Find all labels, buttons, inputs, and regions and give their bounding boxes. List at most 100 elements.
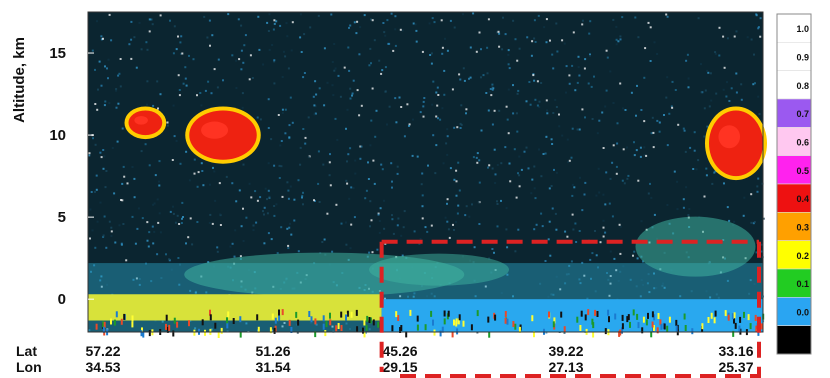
noise-speck: [177, 74, 180, 77]
noise-speck: [89, 208, 92, 211]
noise-speck: [460, 123, 463, 126]
noise-speck: [552, 67, 555, 70]
noise-speck: [355, 32, 358, 35]
noise-speck: [117, 102, 120, 105]
noise-speck: [301, 194, 304, 197]
noise-speck: [193, 172, 196, 175]
noise-speck: [395, 121, 398, 124]
noise-speck: [284, 55, 287, 58]
noise-speck: [583, 67, 586, 70]
noise-speck: [92, 137, 94, 140]
noise-speck: [551, 207, 554, 210]
noise-speck: [581, 23, 584, 26]
noise-speck: [358, 53, 361, 56]
noise-speck: [547, 238, 550, 241]
noise-speck: [100, 275, 103, 278]
noise-speck: [589, 53, 591, 56]
noise-speck: [473, 246, 476, 249]
surface-speck: [148, 330, 151, 337]
noise-speck: [130, 57, 133, 60]
noise-speck: [118, 224, 121, 227]
noise-speck: [518, 185, 521, 188]
noise-speck: [123, 175, 126, 178]
noise-speck: [148, 30, 151, 33]
noise-speck: [94, 190, 96, 193]
noise-speck: [373, 39, 376, 42]
noise-speck: [322, 163, 325, 166]
noise-speck: [640, 109, 643, 111]
noise-speck: [280, 226, 283, 229]
surface-speck: [397, 315, 400, 321]
noise-speck: [209, 44, 211, 47]
surface-speck: [691, 328, 694, 335]
noise-speck: [651, 116, 654, 119]
colorbar-label: 0.1: [796, 279, 809, 289]
noise-speck: [432, 80, 435, 83]
noise-speck: [262, 63, 265, 66]
noise-speck: [652, 131, 655, 134]
noise-speck: [542, 153, 545, 155]
surface-speck: [295, 311, 298, 318]
noise-speck: [686, 53, 689, 56]
noise-speck: [496, 203, 499, 205]
noise-speck: [644, 47, 647, 50]
noise-speck: [516, 92, 519, 95]
noise-speck: [661, 284, 664, 287]
noise-speck: [602, 193, 605, 196]
noise-speck: [693, 149, 696, 152]
surface-speck: [626, 316, 629, 323]
noise-speck: [468, 215, 471, 218]
noise-speck: [594, 230, 596, 232]
noise-speck: [740, 98, 743, 101]
noise-speck: [642, 260, 644, 263]
noise-speck: [188, 179, 191, 182]
colorbar-label: 0.2: [796, 251, 809, 261]
surface-speck: [641, 327, 644, 334]
noise-speck: [547, 295, 550, 298]
noise-speck: [633, 154, 636, 157]
noise-speck: [723, 66, 726, 69]
noise-speck: [605, 171, 608, 174]
noise-speck: [630, 91, 633, 94]
noise-speck: [96, 108, 99, 111]
surface-speck: [604, 328, 607, 335]
noise-speck: [536, 104, 539, 107]
noise-speck: [266, 21, 269, 24]
noise-speck: [697, 17, 700, 20]
noise-speck: [658, 130, 661, 133]
noise-speck: [471, 203, 473, 206]
noise-speck: [687, 77, 690, 80]
noise-speck: [94, 246, 97, 249]
noise-speck: [528, 81, 531, 83]
noise-speck: [304, 136, 307, 139]
noise-speck: [728, 100, 731, 102]
noise-speck: [356, 89, 359, 92]
noise-speck: [412, 118, 414, 121]
noise-speck: [533, 187, 536, 190]
noise-speck: [309, 322, 312, 324]
surface-speck: [749, 323, 752, 330]
noise-speck: [550, 185, 553, 187]
noise-speck: [299, 36, 302, 39]
noise-speck: [718, 54, 721, 57]
noise-speck: [506, 246, 509, 249]
noise-speck: [400, 106, 403, 108]
colorbar-swatch: [776, 325, 812, 355]
noise-speck: [453, 178, 456, 181]
surface-speck: [504, 311, 507, 317]
noise-speck: [333, 69, 336, 72]
noise-speck: [251, 77, 254, 79]
noise-speck: [653, 287, 656, 290]
colorbar-label: 0.7: [796, 109, 809, 119]
noise-speck: [633, 250, 636, 253]
noise-speck: [140, 150, 143, 153]
noise-speck: [517, 89, 520, 92]
noise-speck: [650, 196, 653, 199]
noise-speck: [433, 295, 436, 298]
surface-speck: [209, 314, 212, 321]
noise-speck: [145, 41, 148, 44]
noise-speck: [609, 250, 612, 253]
noise-speck: [216, 246, 219, 249]
noise-speck: [567, 161, 570, 164]
noise-speck: [237, 18, 240, 21]
